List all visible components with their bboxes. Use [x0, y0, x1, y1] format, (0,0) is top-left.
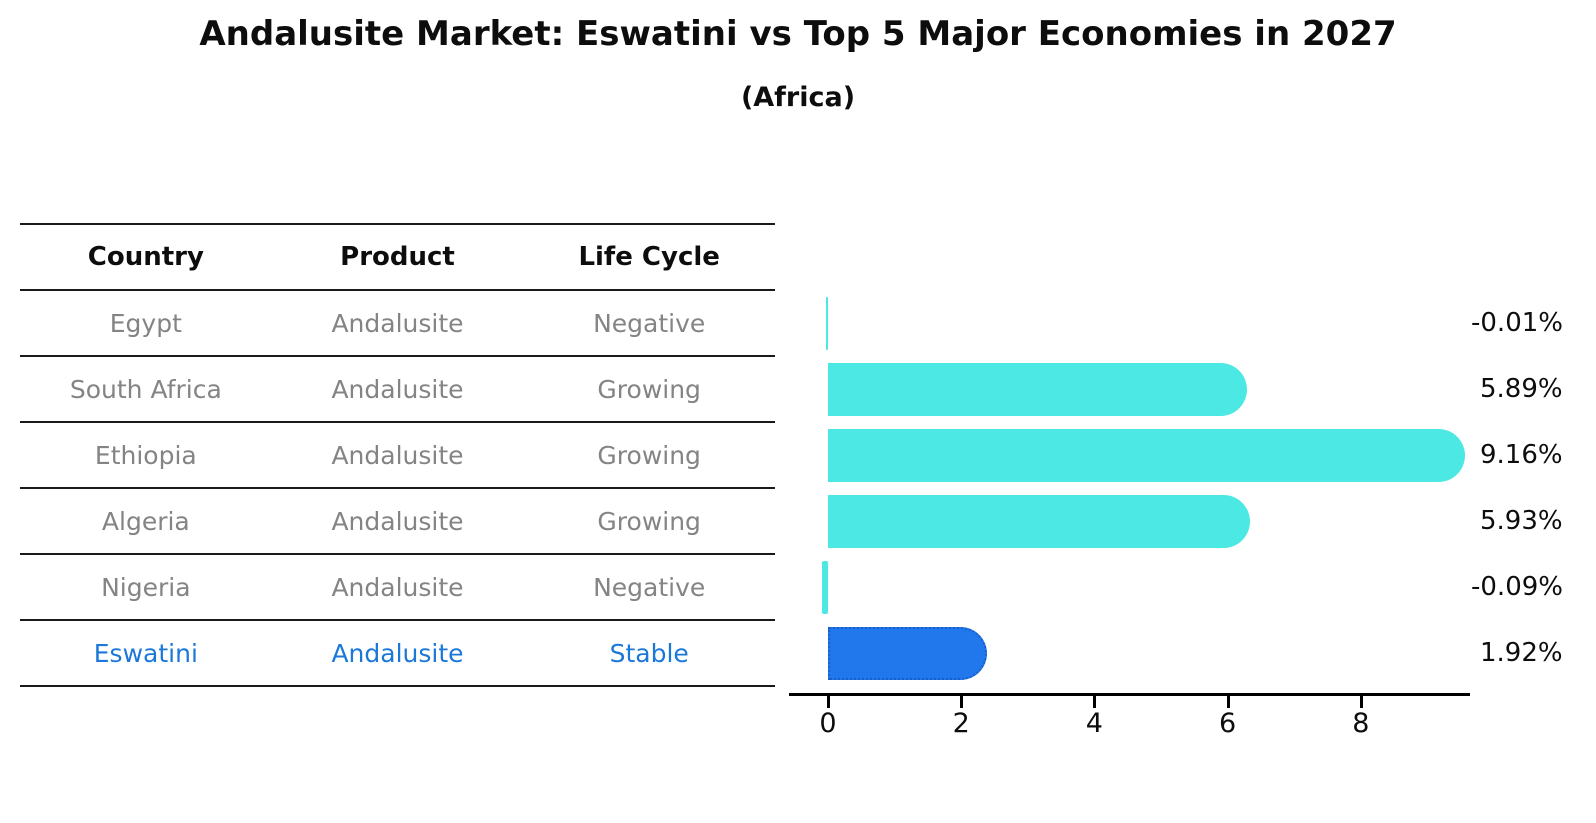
- x-axis-tick: [1226, 696, 1230, 708]
- chart-title: Andalusite Market: Eswatini vs Top 5 Maj…: [199, 14, 1397, 54]
- cell-country: South Africa: [69, 374, 222, 404]
- x-axis-tick-label: 8: [1352, 708, 1370, 739]
- cell-product: Andalusite: [331, 506, 464, 536]
- bar-value-label-ethiopia: 9.16%: [1480, 440, 1563, 470]
- bar-value-label-algeria: 5.93%: [1480, 506, 1563, 536]
- cell-life-cycle: Stable: [609, 638, 689, 668]
- bar-south-africa: [828, 363, 1248, 416]
- cell-country: Nigeria: [101, 572, 191, 602]
- x-axis-tick: [827, 696, 830, 708]
- table-header-row: Country Product Life Cycle: [20, 225, 775, 291]
- column-header-country: Country: [87, 242, 204, 272]
- chart-subtitle: (Africa): [740, 82, 856, 113]
- cell-country: Algeria: [101, 506, 190, 536]
- x-axis-tick: [960, 696, 964, 708]
- x-axis-tick-label: 0: [819, 708, 837, 739]
- x-axis-line: [789, 693, 1470, 696]
- bar-value-label-nigeria: -0.09%: [1471, 572, 1563, 602]
- cell-life-cycle: Growing: [597, 506, 701, 536]
- bar-nigeria: [822, 561, 828, 614]
- bar-algeria: [828, 495, 1250, 548]
- cell-life-cycle: Negative: [593, 308, 706, 338]
- table-row-ethiopia: Ethiopia Andalusite Growing: [20, 423, 775, 489]
- bar-egypt: [826, 297, 828, 350]
- cell-product: Andalusite: [331, 572, 464, 602]
- bar-value-label-south-africa: 5.89%: [1480, 374, 1563, 404]
- cell-product: Andalusite: [331, 374, 464, 404]
- x-axis-tick-label: 2: [952, 708, 970, 739]
- cell-product: Andalusite: [331, 440, 464, 470]
- x-axis-tick-label: 4: [1085, 708, 1103, 739]
- x-axis-tick: [1359, 696, 1363, 708]
- cell-product: Andalusite: [331, 638, 464, 668]
- table-row-south-africa: South Africa Andalusite Growing: [20, 357, 775, 423]
- cell-country: Egypt: [109, 308, 182, 338]
- bar-ethiopia: [828, 429, 1466, 482]
- column-header-product: Product: [340, 242, 455, 272]
- table-row-egypt: Egypt Andalusite Negative: [20, 291, 775, 357]
- cell-life-cycle: Negative: [593, 572, 706, 602]
- cell-country: Ethiopia: [94, 440, 197, 470]
- table-row-algeria: Algeria Andalusite Growing: [20, 489, 775, 555]
- table-row-nigeria: Nigeria Andalusite Negative: [20, 555, 775, 621]
- cell-product: Andalusite: [331, 308, 464, 338]
- bar-eswatini: [828, 627, 987, 680]
- country-table: Country Product Life Cycle Egypt Andalus…: [20, 223, 775, 687]
- x-axis-tick-label: 6: [1219, 708, 1237, 739]
- x-axis-tick: [1093, 696, 1097, 708]
- bar-value-label-eswatini: 1.92%: [1480, 638, 1563, 668]
- cell-country: Eswatini: [93, 638, 198, 668]
- cell-life-cycle: Growing: [597, 374, 701, 404]
- column-header-life-cycle: Life Cycle: [578, 242, 720, 272]
- bar-value-label-egypt: -0.01%: [1471, 308, 1563, 338]
- table-row-eswatini: Eswatini Andalusite Stable: [20, 621, 775, 687]
- cell-life-cycle: Growing: [597, 440, 701, 470]
